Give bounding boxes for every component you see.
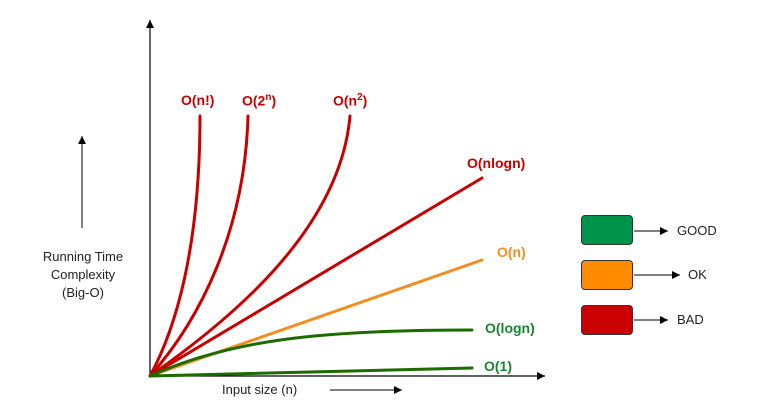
- y-axis-label: Running Time Complexity (Big-O): [28, 248, 138, 302]
- label-linear: O(n): [497, 244, 526, 260]
- label-quadratic-close: ): [362, 92, 368, 109]
- legend-good-swatch: [581, 215, 633, 245]
- curve-nlogn: [148, 176, 484, 378]
- label-quadratic-sup: 2: [357, 92, 363, 103]
- y-axis-label-line-1: Running Time: [42, 249, 124, 264]
- curve-quadratic: [148, 114, 352, 378]
- legend-ok-label: OK: [688, 267, 707, 282]
- y-axis-label-line-2: Complexity: [50, 267, 116, 282]
- label-quadratic-base: O(n: [333, 92, 358, 109]
- label-quadratic: O(n2): [333, 92, 367, 109]
- x-axis-label: Input size (n): [222, 382, 298, 397]
- legend-bad-swatch: [581, 305, 633, 335]
- legend-good-label: GOOD: [677, 223, 717, 238]
- label-nlogn: O(nlogn): [467, 155, 526, 171]
- label-logn: O(logn): [485, 320, 535, 336]
- curve-constant: [148, 366, 474, 378]
- curve-factorial: [148, 114, 202, 378]
- label-exponential: O(2n): [242, 92, 276, 109]
- y-axis-label-line-3: (Big-O): [62, 285, 104, 300]
- label-constant: O(1): [484, 358, 512, 374]
- legend-bad-label: BAD: [677, 312, 704, 327]
- legend-ok-swatch: [581, 260, 633, 290]
- label-factorial: O(n!): [181, 92, 215, 108]
- curve-logn: [148, 328, 474, 378]
- label-exponential-close: ): [271, 92, 277, 109]
- curve-exponential: [148, 114, 250, 378]
- label-exponential-sup: n: [265, 92, 272, 103]
- label-exponential-base: O(2: [242, 92, 266, 109]
